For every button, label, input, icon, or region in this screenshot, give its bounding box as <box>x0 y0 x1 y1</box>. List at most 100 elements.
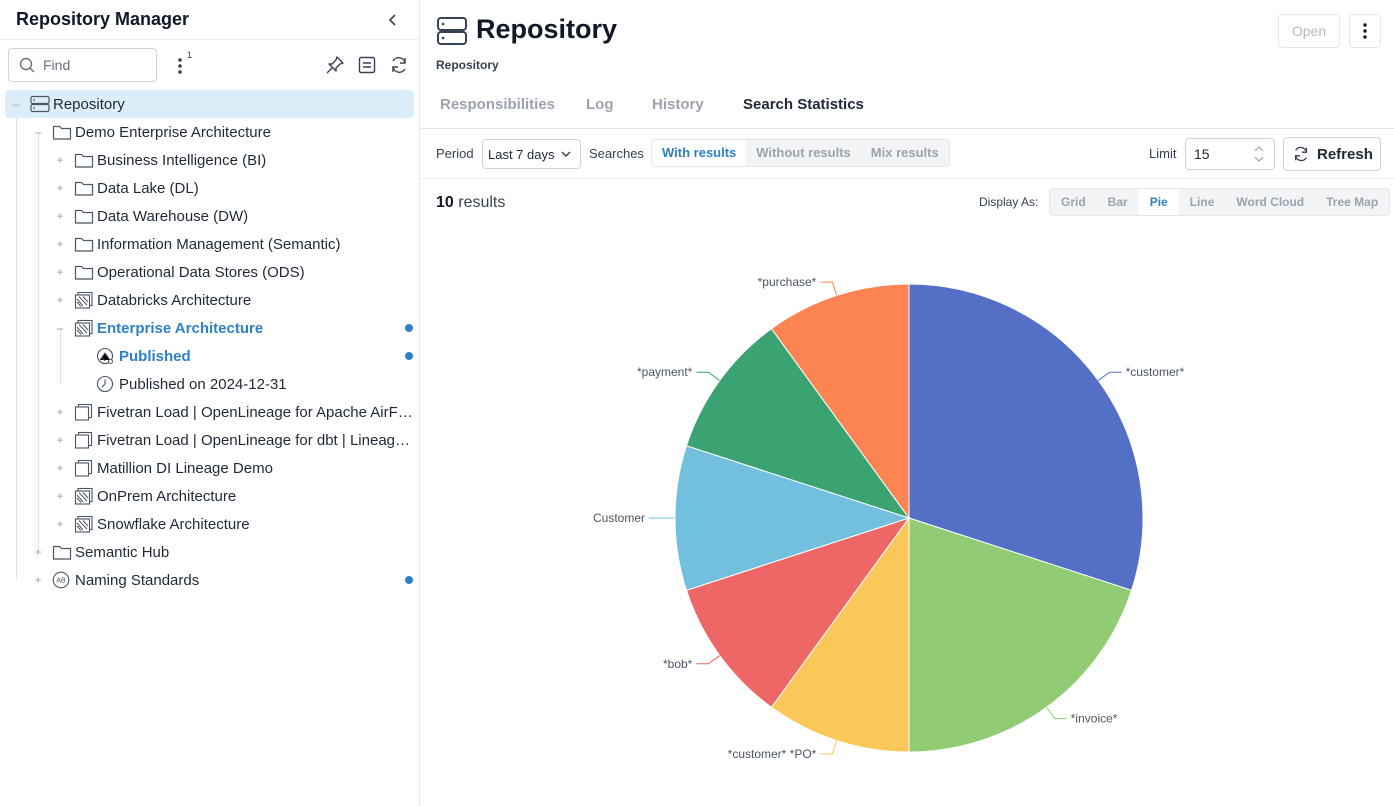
document-icon <box>74 403 93 421</box>
svg-text:AB: AB <box>56 578 66 585</box>
tree-item[interactable]: + OnPrem Architecture <box>0 482 419 510</box>
expand-icon[interactable]: + <box>34 545 42 559</box>
pie-label: Customer <box>593 511 645 525</box>
pie-leader-line <box>820 740 838 755</box>
collapse-icon[interactable]: – <box>12 97 20 111</box>
tree-item[interactable]: Published <box>0 342 419 370</box>
more-vertical-icon <box>1363 23 1367 39</box>
expand-icon[interactable]: + <box>56 153 64 167</box>
tree-item-label: Published on 2024-12-31 <box>119 375 287 393</box>
tree-item-label: Enterprise Architecture <box>97 319 264 337</box>
page-more-button[interactable] <box>1349 14 1381 48</box>
open-button[interactable]: Open <box>1278 14 1340 48</box>
pin-icon[interactable] <box>325 55 345 75</box>
tree-item[interactable]: + Fivetran Load | OpenLineage for dbt | L… <box>0 426 419 454</box>
period-select[interactable]: Last 7 days <box>482 139 581 169</box>
tree-item[interactable]: + Operational Data Stores (ODS) <box>0 258 419 286</box>
tree-item[interactable]: + Data Warehouse (DW) <box>0 202 419 230</box>
repository-icon <box>30 95 50 113</box>
period-label: Period <box>436 146 474 161</box>
expand-icon[interactable]: + <box>56 489 64 503</box>
tree-item[interactable]: + Matillion DI Lineage Demo <box>0 454 419 482</box>
search-mode-mix-results[interactable]: Mix results <box>870 145 939 160</box>
pie-label: *payment* <box>637 365 693 379</box>
pie-leader-line <box>696 371 720 381</box>
display-mode-tree-map[interactable]: Tree Map <box>1326 195 1379 209</box>
display-mode-word-cloud[interactable]: Word Cloud <box>1236 195 1305 209</box>
pie-label: *customer* *PO* <box>728 747 817 761</box>
tree-item[interactable]: + Databricks Architecture <box>0 286 419 314</box>
refresh-icon <box>1294 146 1308 162</box>
tree-item[interactable]: + Data Lake (DL) <box>0 174 419 202</box>
stepper-icon[interactable] <box>1254 144 1264 164</box>
tree-item[interactable]: Published on 2024-12-31 <box>0 370 419 398</box>
collapse-icon[interactable]: – <box>34 125 42 139</box>
results-suffix: results <box>458 194 506 211</box>
pie-leader-line <box>1098 371 1122 381</box>
tree-item[interactable]: + AB Naming Standards <box>0 566 419 594</box>
find-field[interactable] <box>8 48 157 82</box>
tree-item[interactable]: + Semantic Hub <box>0 538 419 566</box>
pie-slice[interactable] <box>685 327 911 519</box>
status-dot <box>405 576 413 584</box>
expand-icon[interactable]: + <box>56 237 64 251</box>
folder-icon <box>74 237 94 252</box>
expand-icon[interactable]: + <box>56 433 64 447</box>
expand-icon[interactable]: + <box>56 405 64 419</box>
collapse-icon[interactable]: – <box>56 321 64 335</box>
chevron-down-icon <box>561 151 571 158</box>
status-dot <box>405 324 413 332</box>
pie-slice[interactable] <box>908 283 1144 591</box>
display-mode-pie[interactable]: Pie <box>1138 189 1179 215</box>
search-mode-without-results[interactable]: Without results <box>756 145 851 160</box>
more-options-icon[interactable] <box>172 56 188 76</box>
tree-item[interactable]: – Enterprise Architecture <box>0 314 419 342</box>
tab-history[interactable]: History <box>652 96 704 113</box>
refresh-button[interactable]: Refresh <box>1283 137 1381 171</box>
expand-icon[interactable]: + <box>56 209 64 223</box>
pie-slice[interactable] <box>674 445 911 591</box>
limit-input[interactable]: 15 <box>1185 138 1275 170</box>
display-mode-bar[interactable]: Bar <box>1107 195 1128 209</box>
search-statistics-pie-chart: *customer* *invoice* *customer* *PO* *bob* C… <box>593 275 1185 761</box>
find-input[interactable] <box>43 57 143 73</box>
expand-icon[interactable]: + <box>56 181 64 195</box>
expand-icon[interactable]: + <box>56 293 64 307</box>
expand-icon[interactable]: + <box>56 461 64 475</box>
expand-icon[interactable]: + <box>56 517 64 531</box>
collapse-sidebar-icon[interactable] <box>383 10 403 30</box>
document-icon <box>74 431 93 449</box>
display-mode-toggle: Grid Bar Pie Line Word Cloud Tree Map <box>1049 188 1391 216</box>
published-icon <box>96 347 114 365</box>
tab-bar: Responsibilities Log History Search Stat… <box>420 86 1394 129</box>
tree-item[interactable]: + Business Intelligence (BI) <box>0 146 419 174</box>
display-mode-grid[interactable]: Grid <box>1061 195 1086 209</box>
collapse-all-icon[interactable] <box>357 55 377 75</box>
folder-icon <box>74 153 94 168</box>
pie-slice[interactable] <box>685 517 911 709</box>
tree-item[interactable]: – Demo Enterprise Architecture <box>0 118 419 146</box>
results-count: 10 results <box>436 194 505 212</box>
expand-icon[interactable]: + <box>56 265 64 279</box>
tree-item-label: Matillion DI Lineage Demo <box>97 459 273 477</box>
tab-responsibilities[interactable]: Responsibilities <box>440 96 556 113</box>
display-mode-line[interactable]: Line <box>1189 195 1215 209</box>
tab-search-statistics[interactable]: Search Statistics <box>743 96 864 113</box>
tree-item[interactable]: + Fivetran Load | OpenLineage for Apache … <box>0 398 419 426</box>
folder-icon <box>74 181 94 196</box>
limit-value: 15 <box>1194 146 1210 162</box>
tree-item[interactable]: – Repository <box>5 90 414 118</box>
search-mode-with-results[interactable]: With results <box>652 140 747 166</box>
expand-icon[interactable]: + <box>34 573 42 587</box>
search-icon <box>19 57 35 73</box>
tree-item-label: Information Management (Semantic) <box>97 235 341 253</box>
tab-log[interactable]: Log <box>586 96 614 113</box>
tree-item[interactable]: + Information Management (Semantic) <box>0 230 419 258</box>
pie-leader-line <box>696 655 720 665</box>
sidebar-toolbar: 1 <box>0 40 419 90</box>
tree-item-label: OnPrem Architecture <box>97 487 237 505</box>
pie-label: *invoice* <box>1071 712 1118 726</box>
pie-slice[interactable] <box>908 517 1133 753</box>
refresh-tree-icon[interactable] <box>389 55 409 75</box>
tree-item[interactable]: + Snowflake Architecture <box>0 510 419 538</box>
